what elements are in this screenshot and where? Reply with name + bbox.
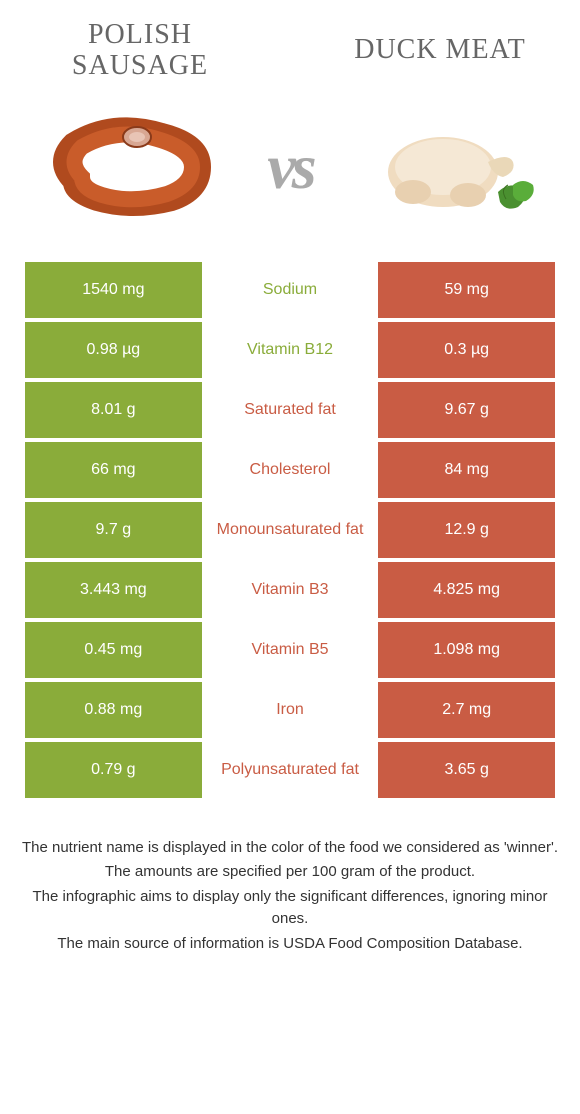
nutrient-label-cell: Iron xyxy=(202,682,379,738)
nutrient-label-cell: Cholesterol xyxy=(202,442,379,498)
right-value-cell: 9.67 g xyxy=(378,382,555,438)
nutrient-label-cell: Saturated fat xyxy=(202,382,379,438)
table-row: 0.45 mgVitamin B51.098 mg xyxy=(25,622,555,678)
nutrient-label-cell: Vitamin B3 xyxy=(202,562,379,618)
nutrient-label-cell: Monounsaturated fat xyxy=(202,502,379,558)
right-value-cell: 59 mg xyxy=(378,262,555,318)
table-row: 0.79 gPolyunsaturated fat3.65 g xyxy=(25,742,555,798)
table-row: 0.98 µgVitamin B120.3 µg xyxy=(25,322,555,378)
table-row: 9.7 gMonounsaturated fat12.9 g xyxy=(25,502,555,558)
right-value-cell: 1.098 mg xyxy=(378,622,555,678)
left-food-title: Polish sausage xyxy=(40,20,240,82)
left-food-image xyxy=(42,102,222,232)
footnote-line: The infographic aims to display only the… xyxy=(15,886,565,931)
nutrient-label-cell: Sodium xyxy=(202,262,379,318)
duck-icon xyxy=(358,107,538,227)
footnote-line: The amounts are specified per 100 gram o… xyxy=(15,861,565,884)
table-row: 8.01 gSaturated fat9.67 g xyxy=(25,382,555,438)
right-value-cell: 12.9 g xyxy=(378,502,555,558)
nutrient-label-cell: Vitamin B12 xyxy=(202,322,379,378)
right-food-image xyxy=(358,102,538,232)
comparison-table: 1540 mgSodium59 mg0.98 µgVitamin B120.3 … xyxy=(0,262,580,802)
table-row: 66 mgCholesterol84 mg xyxy=(25,442,555,498)
right-value-cell: 4.825 mg xyxy=(378,562,555,618)
left-value-cell: 0.98 µg xyxy=(25,322,202,378)
sausage-icon xyxy=(42,112,222,222)
left-value-cell: 66 mg xyxy=(25,442,202,498)
left-value-cell: 1540 mg xyxy=(25,262,202,318)
left-value-cell: 3.443 mg xyxy=(25,562,202,618)
header: Polish sausage Duck meat xyxy=(0,0,580,92)
nutrient-label-cell: Polyunsaturated fat xyxy=(202,742,379,798)
left-value-cell: 0.79 g xyxy=(25,742,202,798)
footnote-line: The main source of information is USDA F… xyxy=(15,933,565,956)
table-row: 3.443 mgVitamin B34.825 mg xyxy=(25,562,555,618)
right-value-cell: 0.3 µg xyxy=(378,322,555,378)
vs-label: vs xyxy=(267,130,312,204)
right-food-title: Duck meat xyxy=(340,35,540,66)
vs-row: vs xyxy=(0,92,580,262)
table-row: 1540 mgSodium59 mg xyxy=(25,262,555,318)
left-value-cell: 8.01 g xyxy=(25,382,202,438)
right-value-cell: 2.7 mg xyxy=(378,682,555,738)
left-value-cell: 9.7 g xyxy=(25,502,202,558)
footnote-line: The nutrient name is displayed in the co… xyxy=(15,837,565,860)
nutrient-label-cell: Vitamin B5 xyxy=(202,622,379,678)
footnotes: The nutrient name is displayed in the co… xyxy=(0,802,580,978)
right-value-cell: 3.65 g xyxy=(378,742,555,798)
right-value-cell: 84 mg xyxy=(378,442,555,498)
table-row: 0.88 mgIron2.7 mg xyxy=(25,682,555,738)
left-value-cell: 0.88 mg xyxy=(25,682,202,738)
left-value-cell: 0.45 mg xyxy=(25,622,202,678)
